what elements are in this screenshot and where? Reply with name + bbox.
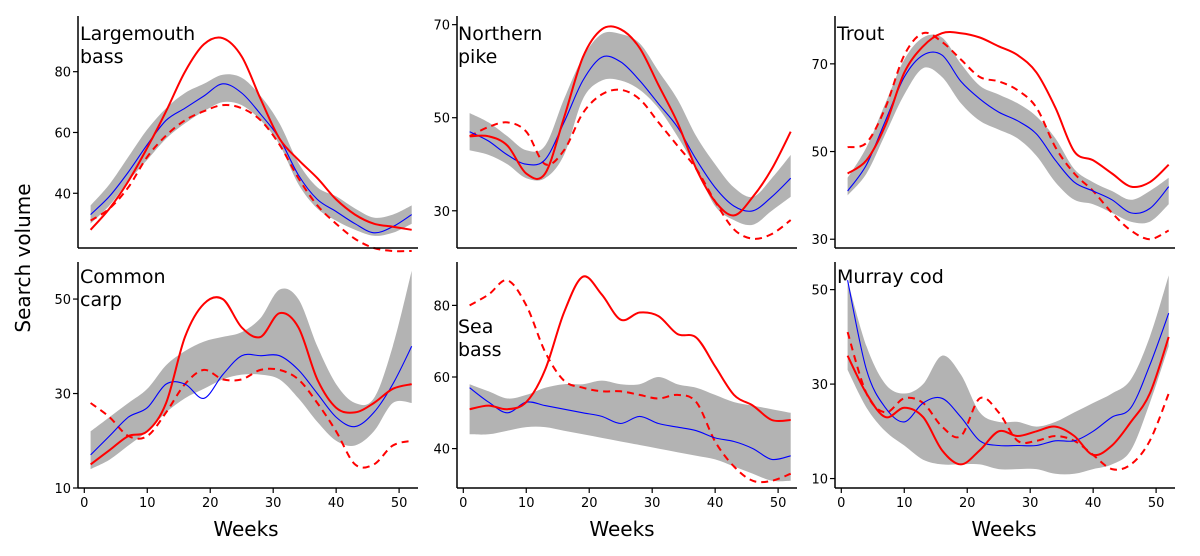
x-axis-label-1: Weeks <box>213 517 278 541</box>
x-tick-label: 0 <box>459 496 467 511</box>
projected-line <box>469 88 792 240</box>
y-tick-label: 30 <box>811 233 828 248</box>
panel-title: pike <box>458 46 497 68</box>
y-tick-label: 30 <box>811 378 828 393</box>
x-tick-label: 0 <box>80 496 88 511</box>
fitted-line <box>469 55 792 212</box>
y-tick-label: 70 <box>811 58 828 73</box>
x-tick-label: 10 <box>896 496 913 511</box>
x-tick-label: 50 <box>391 496 408 511</box>
panel-trout: 30 50 70 Trout <box>811 16 1175 249</box>
fitted-line <box>90 346 413 456</box>
projected-line <box>846 331 1170 471</box>
x-tick-label: 40 <box>328 496 345 511</box>
y-tick-label: 50 <box>811 146 828 161</box>
x-axis-label-2: Weeks <box>589 517 654 541</box>
projected-line <box>847 31 1170 241</box>
observed-line <box>469 25 792 217</box>
x-tick-label: 30 <box>265 496 282 511</box>
panel-title: Common <box>80 266 166 288</box>
panel-murray-cod: 10 30 50 0 10 20 30 40 50 Murray cod <box>811 262 1175 511</box>
panel-title: Murray cod <box>837 266 944 288</box>
panel-title: Trout <box>836 23 884 45</box>
confidence-band <box>847 275 1169 475</box>
confidence-band <box>90 74 412 236</box>
y-tick-label: 40 <box>433 443 450 458</box>
panel-title: Largemouth <box>80 23 195 45</box>
fitted-line <box>847 280 1170 447</box>
projected-line <box>469 279 792 484</box>
panel-title: bass <box>458 339 502 361</box>
y-tick-label: 30 <box>54 388 71 403</box>
observed-line <box>469 275 791 423</box>
x-tick-label: 10 <box>139 496 156 511</box>
panel-title: Sea <box>458 316 493 338</box>
x-tick-label: 30 <box>644 496 661 511</box>
fitted-line <box>847 51 1170 215</box>
observed-line <box>846 336 1170 466</box>
x-tick-label: 40 <box>707 496 724 511</box>
y-tick-label: 50 <box>811 284 828 299</box>
observed-line <box>89 36 412 231</box>
x-tick-label: 50 <box>770 496 787 511</box>
x-tick-label: 40 <box>1085 496 1102 511</box>
x-tick-label: 30 <box>1022 496 1039 511</box>
confidence-band <box>469 377 791 482</box>
y-tick-label: 80 <box>433 299 450 314</box>
y-tick-label: 50 <box>54 293 71 308</box>
panel-title: Northern <box>458 23 542 45</box>
x-tick-label: 50 <box>1148 496 1165 511</box>
y-tick-label: 10 <box>811 473 828 488</box>
observed-line <box>89 296 412 466</box>
fitted-line <box>90 83 412 234</box>
x-tick-label: 20 <box>202 496 219 511</box>
x-tick-label: 20 <box>959 496 976 511</box>
y-tick-label: 40 <box>54 187 71 202</box>
y-tick-label: 10 <box>54 482 71 497</box>
y-tick-label: 70 <box>433 19 450 34</box>
confidence-band <box>90 270 412 470</box>
y-axis-label: Search volume <box>11 183 35 332</box>
x-tick-label: 10 <box>518 496 535 511</box>
x-tick-label: 20 <box>581 496 598 511</box>
confidence-band <box>847 34 1169 224</box>
projected-line <box>90 103 412 253</box>
panel-title: bass <box>80 46 124 68</box>
y-tick-label: 30 <box>433 205 450 220</box>
observed-line <box>847 31 1170 189</box>
y-tick-label: 80 <box>54 66 71 81</box>
y-tick-label: 60 <box>433 371 450 386</box>
x-tick-label: 0 <box>837 496 845 511</box>
panel-title: carp <box>80 289 122 311</box>
y-tick-label: 60 <box>54 126 71 141</box>
confidence-band <box>469 31 791 226</box>
projected-line <box>90 367 412 469</box>
y-tick-label: 50 <box>433 112 450 127</box>
x-axis-label-3: Weeks <box>971 517 1036 541</box>
